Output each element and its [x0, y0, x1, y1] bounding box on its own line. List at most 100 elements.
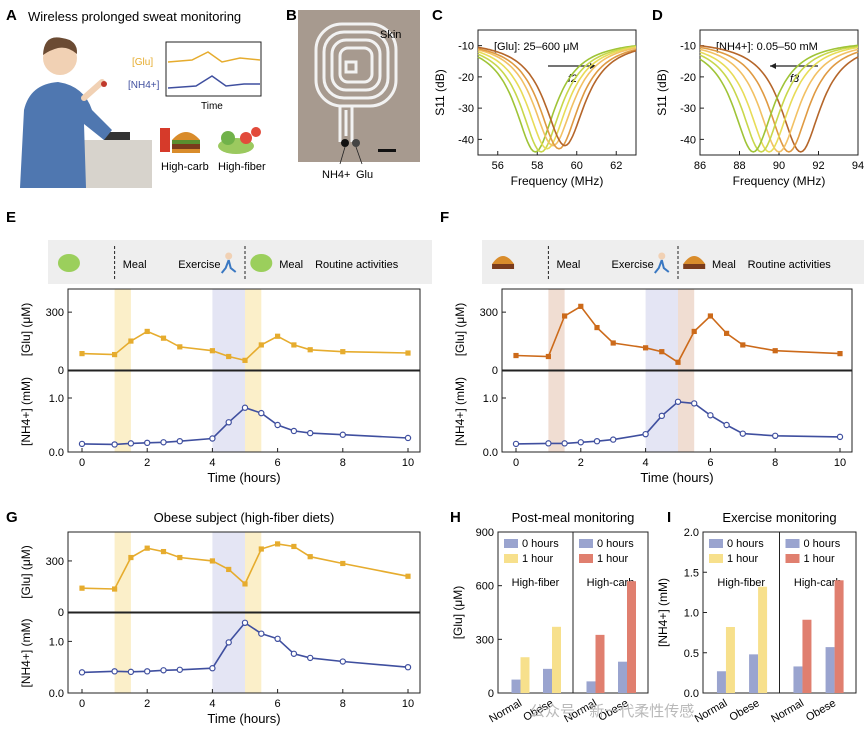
glu-point	[691, 328, 697, 335]
y-tick-label: 1.5	[684, 567, 699, 579]
glu-point	[837, 351, 843, 357]
chart-g: Obese subject (high-fiber diets) 0 300 0.0 1…	[19, 510, 421, 726]
glu-point	[307, 554, 313, 560]
glu-point	[144, 545, 150, 551]
glu-point	[112, 586, 118, 592]
glu-point	[291, 342, 297, 348]
y-tick-label: 1.0	[49, 636, 64, 648]
y-tick-label: 0.0	[49, 447, 64, 459]
meal-band	[114, 371, 131, 452]
glu-point	[242, 357, 248, 363]
meal-band-2	[245, 371, 262, 452]
legend-label: 0 hours	[804, 538, 841, 550]
glu-point	[740, 342, 746, 348]
bar-0h	[749, 654, 759, 693]
nh4-point	[307, 429, 314, 437]
x-tick-label: 90	[773, 160, 785, 172]
glu-point	[610, 340, 616, 346]
strip-meal-label: Meal	[123, 259, 147, 271]
nh4-y-axis-label: [NH4+] (mM)	[19, 377, 33, 446]
bar-0h	[618, 661, 627, 693]
glu-point	[160, 548, 167, 555]
annotation-text: [Glu]: 25–600 μM	[494, 41, 579, 53]
legend-swatch	[785, 554, 800, 563]
chart-title: Exercise monitoring	[722, 510, 836, 525]
y-axis-label: [Glu] (μM)	[451, 586, 465, 640]
nh4-point	[642, 430, 649, 438]
y-tick-label: -10	[680, 41, 696, 53]
legend-label: 1 hour	[597, 553, 629, 565]
y-axis-label: S11 (dB)	[655, 69, 669, 115]
resonance-curve-6	[477, 46, 637, 147]
glu-point	[258, 546, 264, 552]
exercise-band	[212, 613, 245, 693]
legend-label: 0 hours	[522, 538, 559, 550]
meal-band	[548, 371, 565, 452]
glu-point	[405, 573, 411, 579]
glu-point	[291, 543, 297, 550]
panel-letter-a: A	[6, 7, 17, 24]
exercise-band	[645, 289, 678, 370]
resonance-curve-3	[477, 46, 637, 150]
x-axis-label: Frequency (MHz)	[511, 174, 604, 188]
legend-swatch	[579, 554, 593, 563]
resonance-curve-1	[477, 45, 637, 153]
nh4-point	[111, 668, 118, 675]
plot-frame	[67, 288, 421, 371]
plot-frame	[67, 370, 421, 453]
bar-1h	[627, 581, 636, 693]
high-fiber-label: High-fiber	[218, 161, 266, 173]
group-label: High-fiber	[717, 577, 765, 589]
nh4-point	[561, 440, 568, 447]
burger-icon	[160, 128, 200, 153]
glu-point	[258, 342, 264, 348]
panel-letter-g: G	[6, 509, 18, 526]
legend-swatch	[709, 539, 723, 548]
strip-exercise-label: Exercise	[612, 259, 654, 271]
nh4-point	[176, 666, 183, 673]
resonance-curve-4	[699, 46, 859, 153]
salad-icon	[57, 254, 80, 272]
strip-meal2-label: Meal	[279, 259, 303, 271]
y-tick-label: 0.0	[483, 447, 498, 459]
nh4-point	[339, 431, 346, 438]
nh4-point	[127, 440, 135, 447]
x-tick-label: 4	[209, 457, 215, 469]
x-tick-label: 0	[513, 457, 519, 469]
panel-f: F Normal subject (high-carb diets)MealEx…	[440, 209, 864, 485]
category-label: Normal	[693, 697, 730, 725]
x-tick-label: 10	[402, 698, 414, 710]
y-tick-label: -30	[680, 103, 696, 115]
bar-0h	[586, 681, 596, 693]
legend-label: 1 hour	[804, 553, 836, 565]
group-frame	[779, 531, 857, 694]
glu-point	[675, 359, 681, 365]
nh4-point	[723, 421, 730, 429]
x-tick-label: 2	[144, 457, 150, 469]
panel-letter-d: D	[652, 7, 663, 24]
nh4-point	[739, 430, 747, 437]
bar-1h	[758, 586, 768, 693]
y-tick-label: 0	[488, 688, 494, 700]
high-carb-label: High-carb	[161, 161, 209, 173]
x-tick-label: 10	[834, 457, 846, 469]
nh4-point	[241, 619, 249, 627]
glu-point	[128, 554, 134, 561]
glu-point	[226, 353, 232, 360]
y-tick-label: 300	[46, 556, 64, 568]
strip-exercise-label: Exercise	[178, 259, 220, 271]
resonance-curve-1	[699, 45, 859, 153]
plot-frame	[67, 612, 421, 694]
nh4-point	[209, 435, 216, 442]
panel-letter-i: I	[667, 509, 671, 526]
nh4-point	[512, 440, 520, 448]
annotation-text: [NH4+]: 0.05–50 mM	[716, 41, 818, 53]
glu-y-axis-label: [Glu] (μM)	[19, 303, 33, 357]
glu-point	[128, 338, 134, 344]
nh4-point	[274, 421, 281, 429]
glu-point	[513, 352, 519, 359]
glu-electrode-label: Glu	[356, 169, 373, 181]
nh4-point	[143, 439, 151, 447]
nh4-point	[290, 427, 298, 435]
